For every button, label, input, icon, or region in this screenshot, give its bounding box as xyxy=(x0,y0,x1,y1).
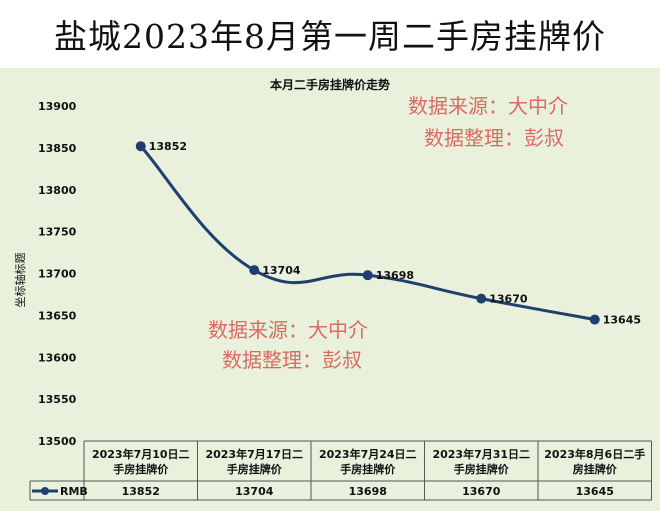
table-value-cell: 13698 xyxy=(349,485,387,498)
data-label: 13852 xyxy=(149,140,187,153)
watermark-editor-top: 数据整理：彭叔 xyxy=(424,126,564,150)
y-tick-label: 13650 xyxy=(38,309,77,322)
data-label: 13670 xyxy=(489,293,528,306)
y-tick-label: 13600 xyxy=(38,351,77,364)
x-category-label: 2023年8月6日二手 xyxy=(544,447,645,461)
y-axis-label: 坐标轴标题 xyxy=(13,253,27,308)
x-category-label: 2023年7月24日二 xyxy=(319,447,417,461)
plot-panel xyxy=(0,68,660,511)
legend-key: RMB xyxy=(32,485,88,498)
table-value-cell: 13704 xyxy=(235,485,274,498)
data-point xyxy=(362,270,373,281)
y-tick-label: 13500 xyxy=(38,435,77,448)
data-table: 2023年7月10日二手房挂牌价2023年7月17日二手房挂牌价2023年7月2… xyxy=(92,447,645,498)
y-tick-label: 13550 xyxy=(38,393,77,406)
y-tick-labels: 13500 13550 13600 13650 13700 13750 13800 13850… xyxy=(38,100,77,448)
x-category-label: 手房挂牌价 xyxy=(227,462,283,476)
y-tick-label: 13700 xyxy=(38,268,77,281)
y-tick-label: 13800 xyxy=(38,184,77,197)
data-label: 13698 xyxy=(376,269,414,282)
data-table-grid xyxy=(29,440,652,501)
series-line-rmb xyxy=(139,144,597,322)
watermark-source-top: 数据来源：大中介 xyxy=(408,94,568,118)
title-bar: 盐城2023年8月第一周二手房挂牌价 xyxy=(0,0,660,68)
data-label: 13704 xyxy=(262,264,301,277)
y-tick-label: 13850 xyxy=(38,142,77,155)
x-category-label: 手房挂牌价 xyxy=(340,462,396,476)
table-value-cell: 13852 xyxy=(122,485,160,498)
data-label: 13645 xyxy=(603,314,641,327)
x-category-label: 房挂牌价 xyxy=(573,462,618,476)
x-category-label: 2023年7月31日二 xyxy=(432,447,530,461)
table-value-cell: 13670 xyxy=(462,485,501,498)
y-tick-label: 13750 xyxy=(38,226,77,239)
data-labels: 13852 13704 13698 13670 13645 xyxy=(149,140,641,326)
series-points xyxy=(135,141,600,325)
main-title: 盐城2023年8月第一周二手房挂牌价 xyxy=(54,17,606,56)
data-point xyxy=(589,314,600,325)
legend-marker xyxy=(41,487,49,495)
legend-label: RMB xyxy=(60,485,88,498)
data-point xyxy=(476,293,487,304)
x-category-label: 手房挂牌价 xyxy=(113,462,169,476)
table-value-cell: 13645 xyxy=(576,485,614,498)
x-category-label: 2023年7月17日二 xyxy=(205,447,303,461)
data-point xyxy=(249,265,260,276)
data-point xyxy=(135,141,146,152)
x-category-label: 手房挂牌价 xyxy=(454,462,510,476)
x-category-label: 2023年7月10日二 xyxy=(92,447,190,461)
chart-title: 本月二手房挂牌价走势 xyxy=(270,77,390,92)
watermark-editor-middle: 数据整理：彭叔 xyxy=(222,348,362,372)
y-tick-label: 13900 xyxy=(38,100,77,113)
watermark-source-middle: 数据来源：大中介 xyxy=(208,318,368,342)
